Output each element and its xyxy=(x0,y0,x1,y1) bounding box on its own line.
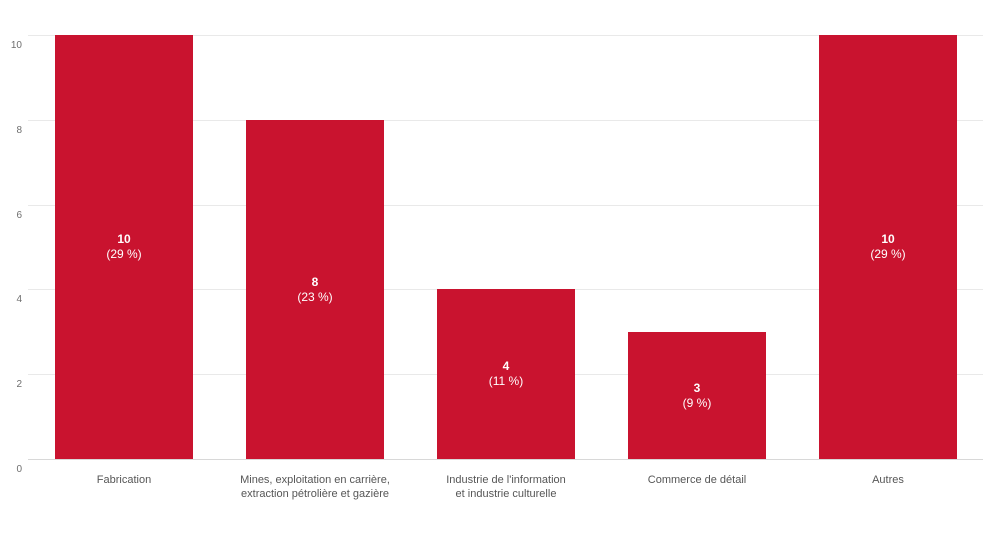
bar-label-block: 10 (29 %) xyxy=(819,232,957,262)
x-axis-category-label: Fabrication xyxy=(14,473,234,487)
y-axis-tick-label: 4 xyxy=(16,294,22,306)
bar-value-label: 4 xyxy=(502,359,510,373)
x-axis-line xyxy=(28,459,983,460)
bar[interactable]: 10 (29 %) xyxy=(819,35,957,459)
bar[interactable]: 4 (11 %) xyxy=(437,289,575,459)
x-axis-category-label-line: Autres xyxy=(872,474,904,486)
bar-value-label: 10 xyxy=(881,232,895,246)
bar-value-label: 10 xyxy=(117,232,131,246)
bar[interactable]: 10 (29 %) xyxy=(55,35,193,459)
y-axis-tick-label: 8 xyxy=(16,124,22,136)
bar-label-block: 8 (23 %) xyxy=(246,275,384,305)
bar-value-label: 3 xyxy=(693,380,701,395)
bar-label-block: 3 (9 %) xyxy=(628,381,766,411)
x-axis-category-label-line: Commerce de détail xyxy=(647,474,747,486)
bar-label-block: 10 (29 %) xyxy=(55,232,193,262)
x-axis-category-label: Industrie de l'information et industrie c… xyxy=(396,473,616,501)
y-axis-tick-label: 0 xyxy=(16,464,22,475)
bar-percent-label: (11 %) xyxy=(488,374,524,388)
bar-label-block: 4 (11 %) xyxy=(437,359,575,389)
bar-percent-label: (23 %) xyxy=(297,289,333,304)
x-axis-category-label: Autres xyxy=(778,473,998,487)
bar[interactable]: 3 (9 %) xyxy=(628,332,766,459)
x-axis-category-label-line: Fabrication xyxy=(96,474,152,486)
bar-percent-label: (29 %) xyxy=(106,247,142,261)
x-axis-category-label: Mines, exploitation en carrière, extracti… xyxy=(205,473,425,501)
bar-percent-label: (29 %) xyxy=(870,247,906,261)
gridline xyxy=(28,35,983,36)
bar-value-label: 8 xyxy=(311,274,319,289)
gridline xyxy=(28,204,983,206)
x-axis-category-label-line: Industrie de l'information xyxy=(446,474,566,486)
y-axis-tick-label: 10 xyxy=(10,40,22,51)
x-axis-category-label: Commerce de détail xyxy=(587,473,807,487)
y-axis-tick-label: 6 xyxy=(16,209,22,221)
x-axis-category-label-line: Mines, exploitation en carrière, xyxy=(240,474,390,486)
x-axis-category-label-line: et industrie culturelle xyxy=(455,488,557,500)
x-axis-category-label-line: extraction pétrolière et gazière xyxy=(241,488,389,500)
bar-percent-label: (9 %) xyxy=(682,395,712,410)
bar[interactable]: 8 (23 %) xyxy=(246,120,384,459)
gridline xyxy=(28,119,983,121)
y-axis-tick-label: 2 xyxy=(16,379,22,391)
